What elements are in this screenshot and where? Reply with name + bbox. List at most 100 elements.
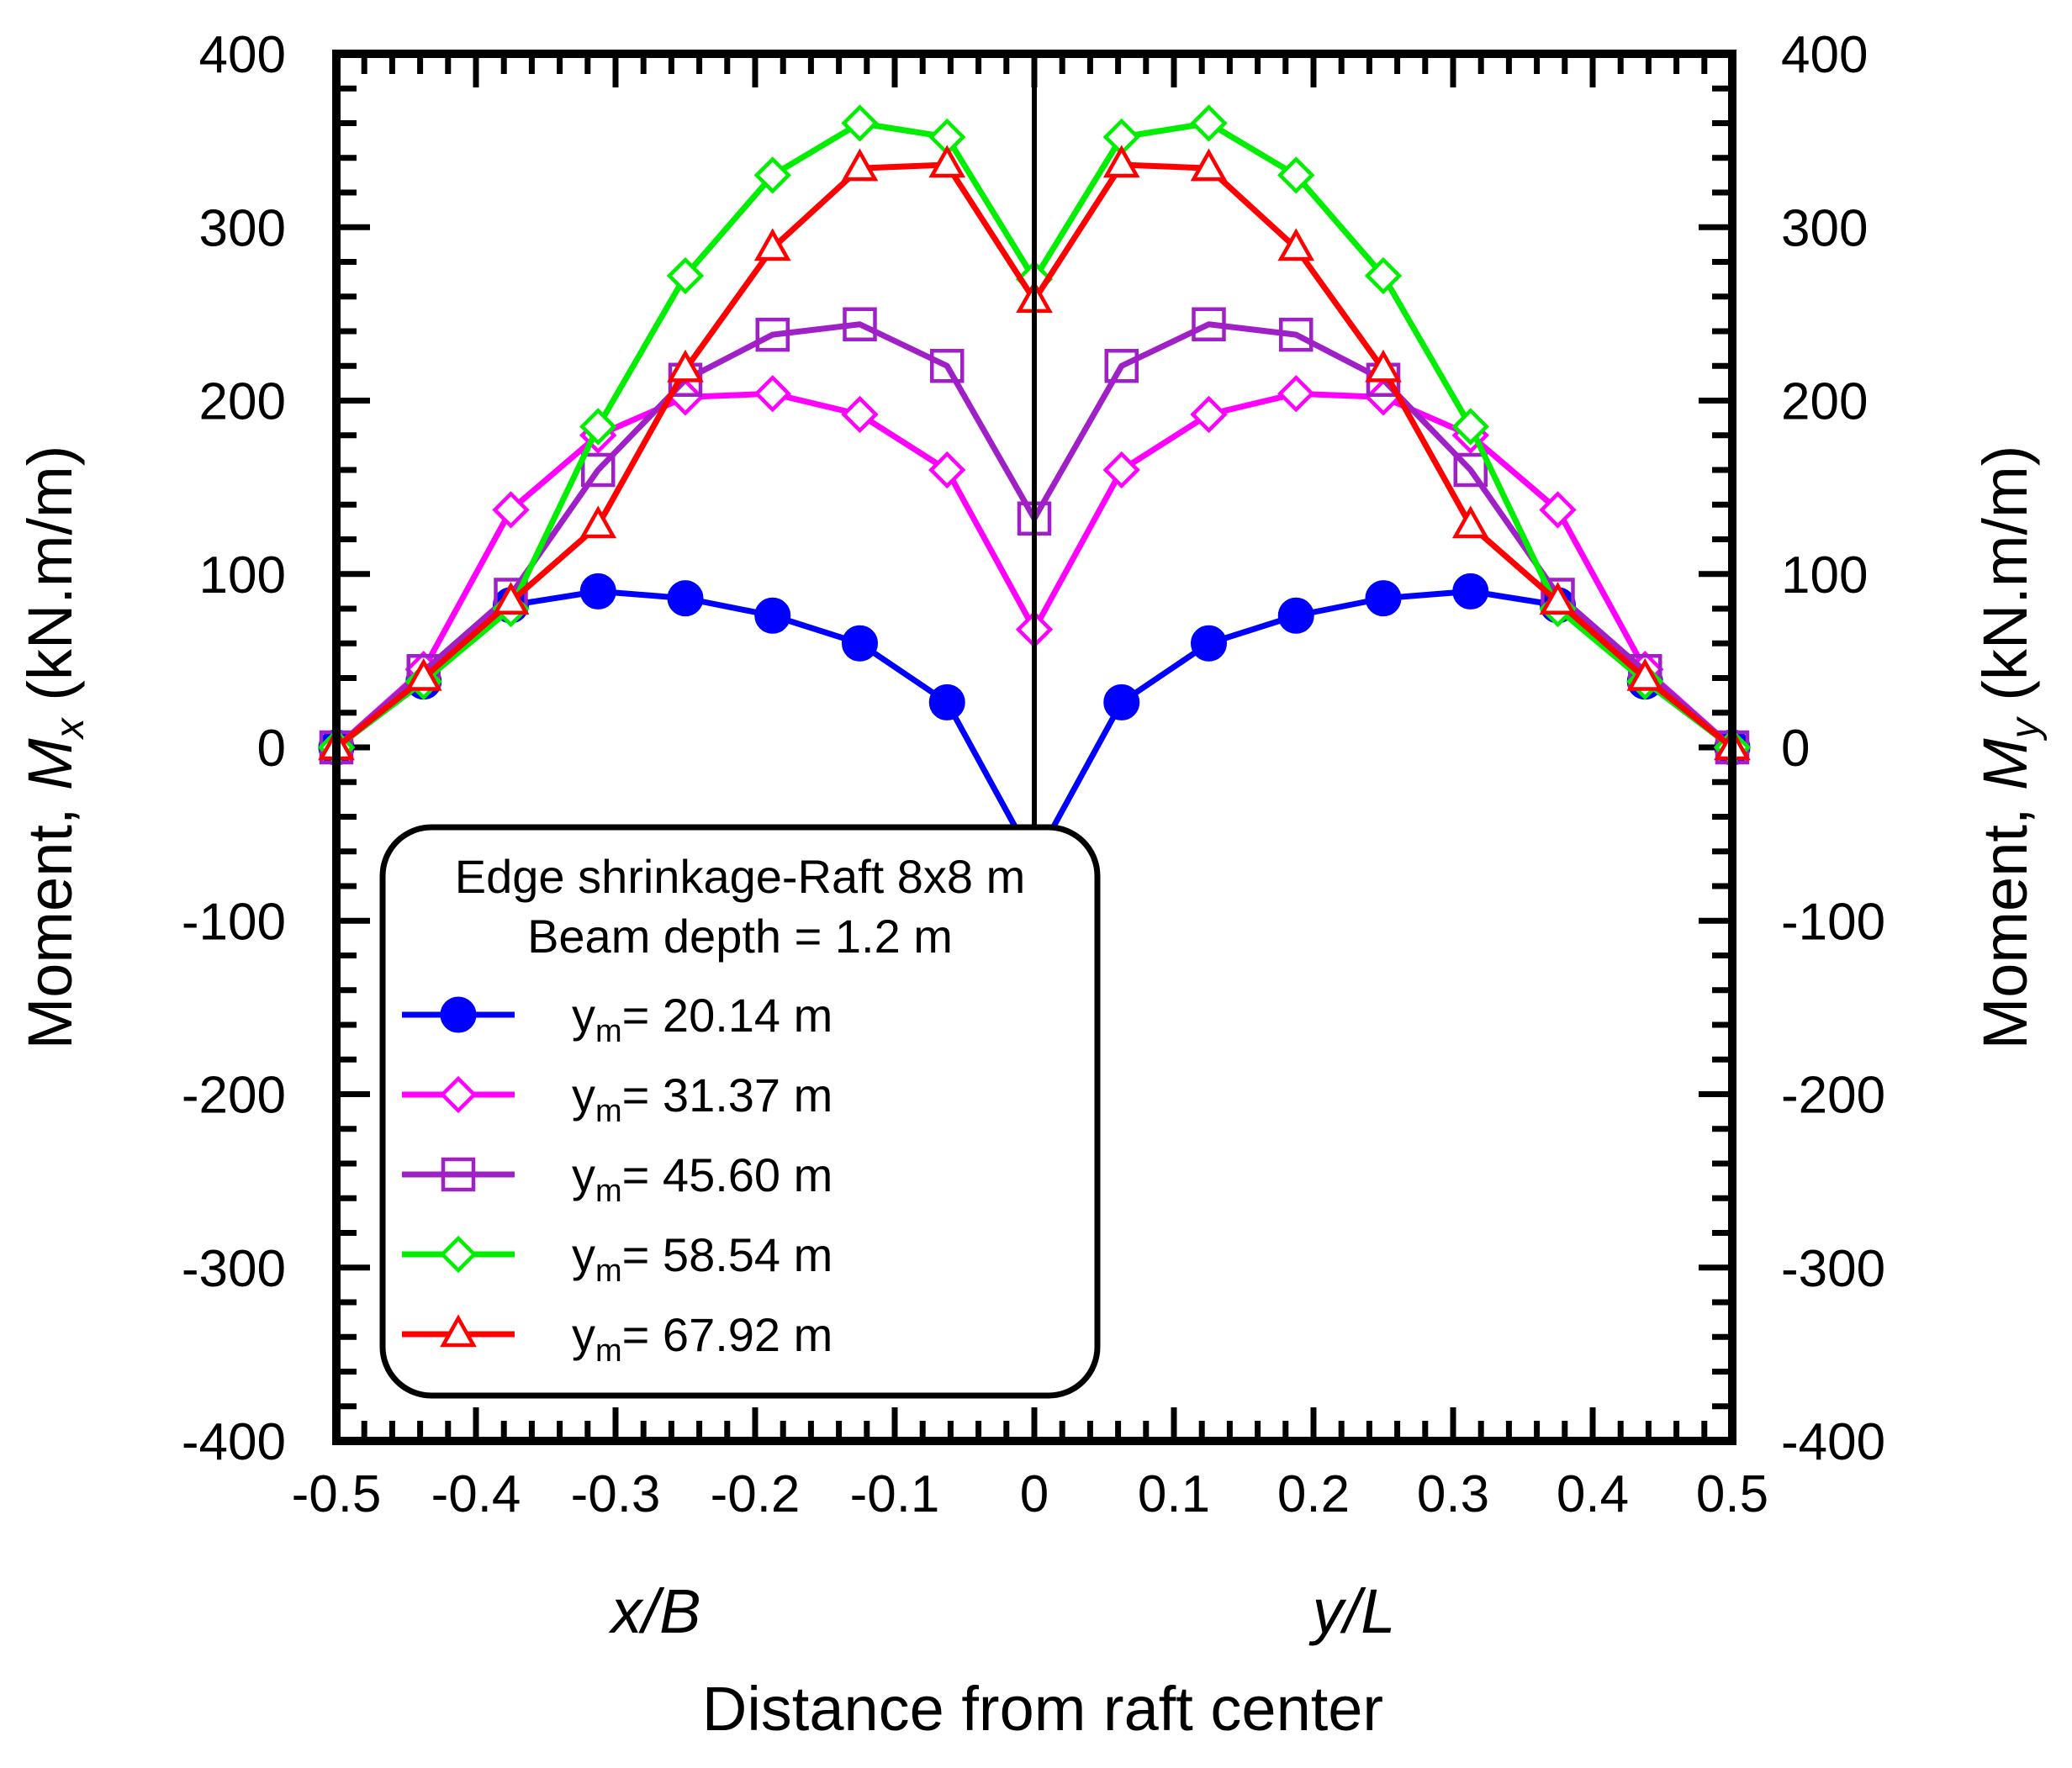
data-point [579,573,616,610]
data-point [581,452,616,488]
data-point [1191,625,1227,662]
legend-entry-4: ym= 58.54 m [402,1228,832,1289]
x-tick-label: 0 [1020,1465,1049,1523]
legend-label-var: y [572,1069,595,1121]
legend-box [379,824,1101,1399]
y-tick-label-right: -400 [1781,1413,1885,1471]
data-point [1192,307,1226,341]
legend-label-sub: m [595,1333,622,1369]
y-tick-label-right: 200 [1781,373,1868,431]
legend-entry-3: ym= 45.60 m [402,1148,832,1209]
y-axis-title-left: Moment, Mx (kN.m/m) [15,446,92,1050]
data-point [930,349,965,383]
legend-swatch-marker [440,996,477,1033]
y-tick-label-left: 200 [199,373,286,431]
data-point [1277,228,1315,261]
data-point [1277,597,1314,634]
legend-label-sub: m [595,1014,622,1049]
data-point [753,156,791,194]
y-tick-label-right: -200 [1781,1067,1885,1125]
y-tick-label-right: -300 [1781,1240,1885,1298]
data-point [754,597,791,634]
data-point [1190,104,1228,142]
legend-entry-2: ym= 31.37 m [402,1069,832,1129]
data-point [1365,349,1402,383]
legend-swatch-marker [440,1314,477,1348]
x-tick-label: -0.4 [431,1465,521,1523]
x-axis-title: Distance from raft center [702,1674,1383,1744]
legend-title-line1: Edge shrinkage-Raft 8x8 m [455,850,1026,903]
legend-label: ym= 31.37 m [572,1069,832,1129]
x-tick-label: 0.3 [1417,1465,1489,1523]
legend-label-sub: m [595,1253,622,1289]
y-axis-title-right: Moment, My (kN.m/m) [1970,446,2048,1050]
data-point [928,145,966,178]
legend-label: ym= 45.60 m [572,1148,832,1209]
y-tick-label-left: 400 [199,26,286,84]
legend-label-value: = 67.92 m [622,1308,833,1361]
data-point [1539,491,1577,529]
data-point [579,505,617,539]
data-point [492,582,530,615]
legend-swatch-marker [439,1235,478,1274]
legend-label-var: y [572,1308,595,1361]
y-tick-label-right: 0 [1781,720,1810,778]
y-tick-label-right: 100 [1781,546,1868,604]
y-tick-label-left: -400 [182,1413,286,1471]
y-axis-title-right-sub: y [2003,715,2048,741]
x-tick-label: 0.2 [1277,1465,1350,1523]
legend-label-value: = 58.54 m [622,1228,833,1281]
data-point [579,408,617,446]
x-axis-label-right: y/L [1308,1576,1396,1646]
data-point [1539,582,1577,615]
data-point [1451,505,1489,539]
x-tick-label: 0.4 [1557,1465,1629,1523]
legend-label-sub: m [595,1094,622,1129]
data-point [667,349,704,383]
data-point [753,228,791,261]
data-point [1364,256,1403,295]
data-point [1452,573,1489,610]
data-point [1453,452,1488,488]
data-point [666,256,705,295]
data-point [1279,317,1314,352]
plot-frame [332,50,1736,1445]
y-axis-title-left-suffix: (kN.m/m) [15,446,85,719]
legend-label-var: y [572,1148,595,1201]
y-tick-label-right: -100 [1781,893,1885,951]
data-point [492,491,530,529]
y-axis-title-right-prefix: Moment, [1970,790,2040,1049]
x-tick-label: 0.1 [1138,1465,1210,1523]
y-tick-label-left: 300 [199,199,286,257]
data-point [404,657,442,691]
legend-label: ym= 67.92 m [572,1308,832,1369]
data-point [1102,145,1140,178]
data-point [667,580,704,617]
legend-swatch-marker [441,1157,476,1192]
y-tick-label-left: -100 [182,893,286,951]
data-point [755,317,790,352]
x-tick-label: -0.1 [850,1465,940,1523]
legend: Edge shrinkage-Raft 8x8 m Beam depth = 1… [379,824,1101,1399]
data-point [1104,349,1139,383]
y-tick-label-left: -200 [182,1067,286,1125]
data-point [841,104,879,142]
data-point [841,148,879,182]
y-tick-label-left: 100 [199,546,286,604]
data-point [1451,408,1489,446]
legend-label-sub: m [595,1174,622,1209]
x-tick-label: -0.5 [292,1465,382,1523]
data-point [1277,156,1315,194]
data-point [842,625,878,662]
legend-label: ym= 58.54 m [572,1228,832,1289]
legend-entry-1: ym= 20.14 m [402,989,832,1049]
legend-entries: ym= 20.14 mym= 31.37 mym= 45.60 mym= 58.… [402,989,832,1369]
data-point [1102,451,1140,489]
y-axis-title-left-var: M [15,738,85,790]
y-axis-title-right-suffix: (kN.m/m) [1970,446,2040,719]
y-axis-title-right-var: M [1970,738,2040,790]
data-point [928,683,965,720]
data-point [841,395,879,434]
data-point [1190,395,1228,434]
